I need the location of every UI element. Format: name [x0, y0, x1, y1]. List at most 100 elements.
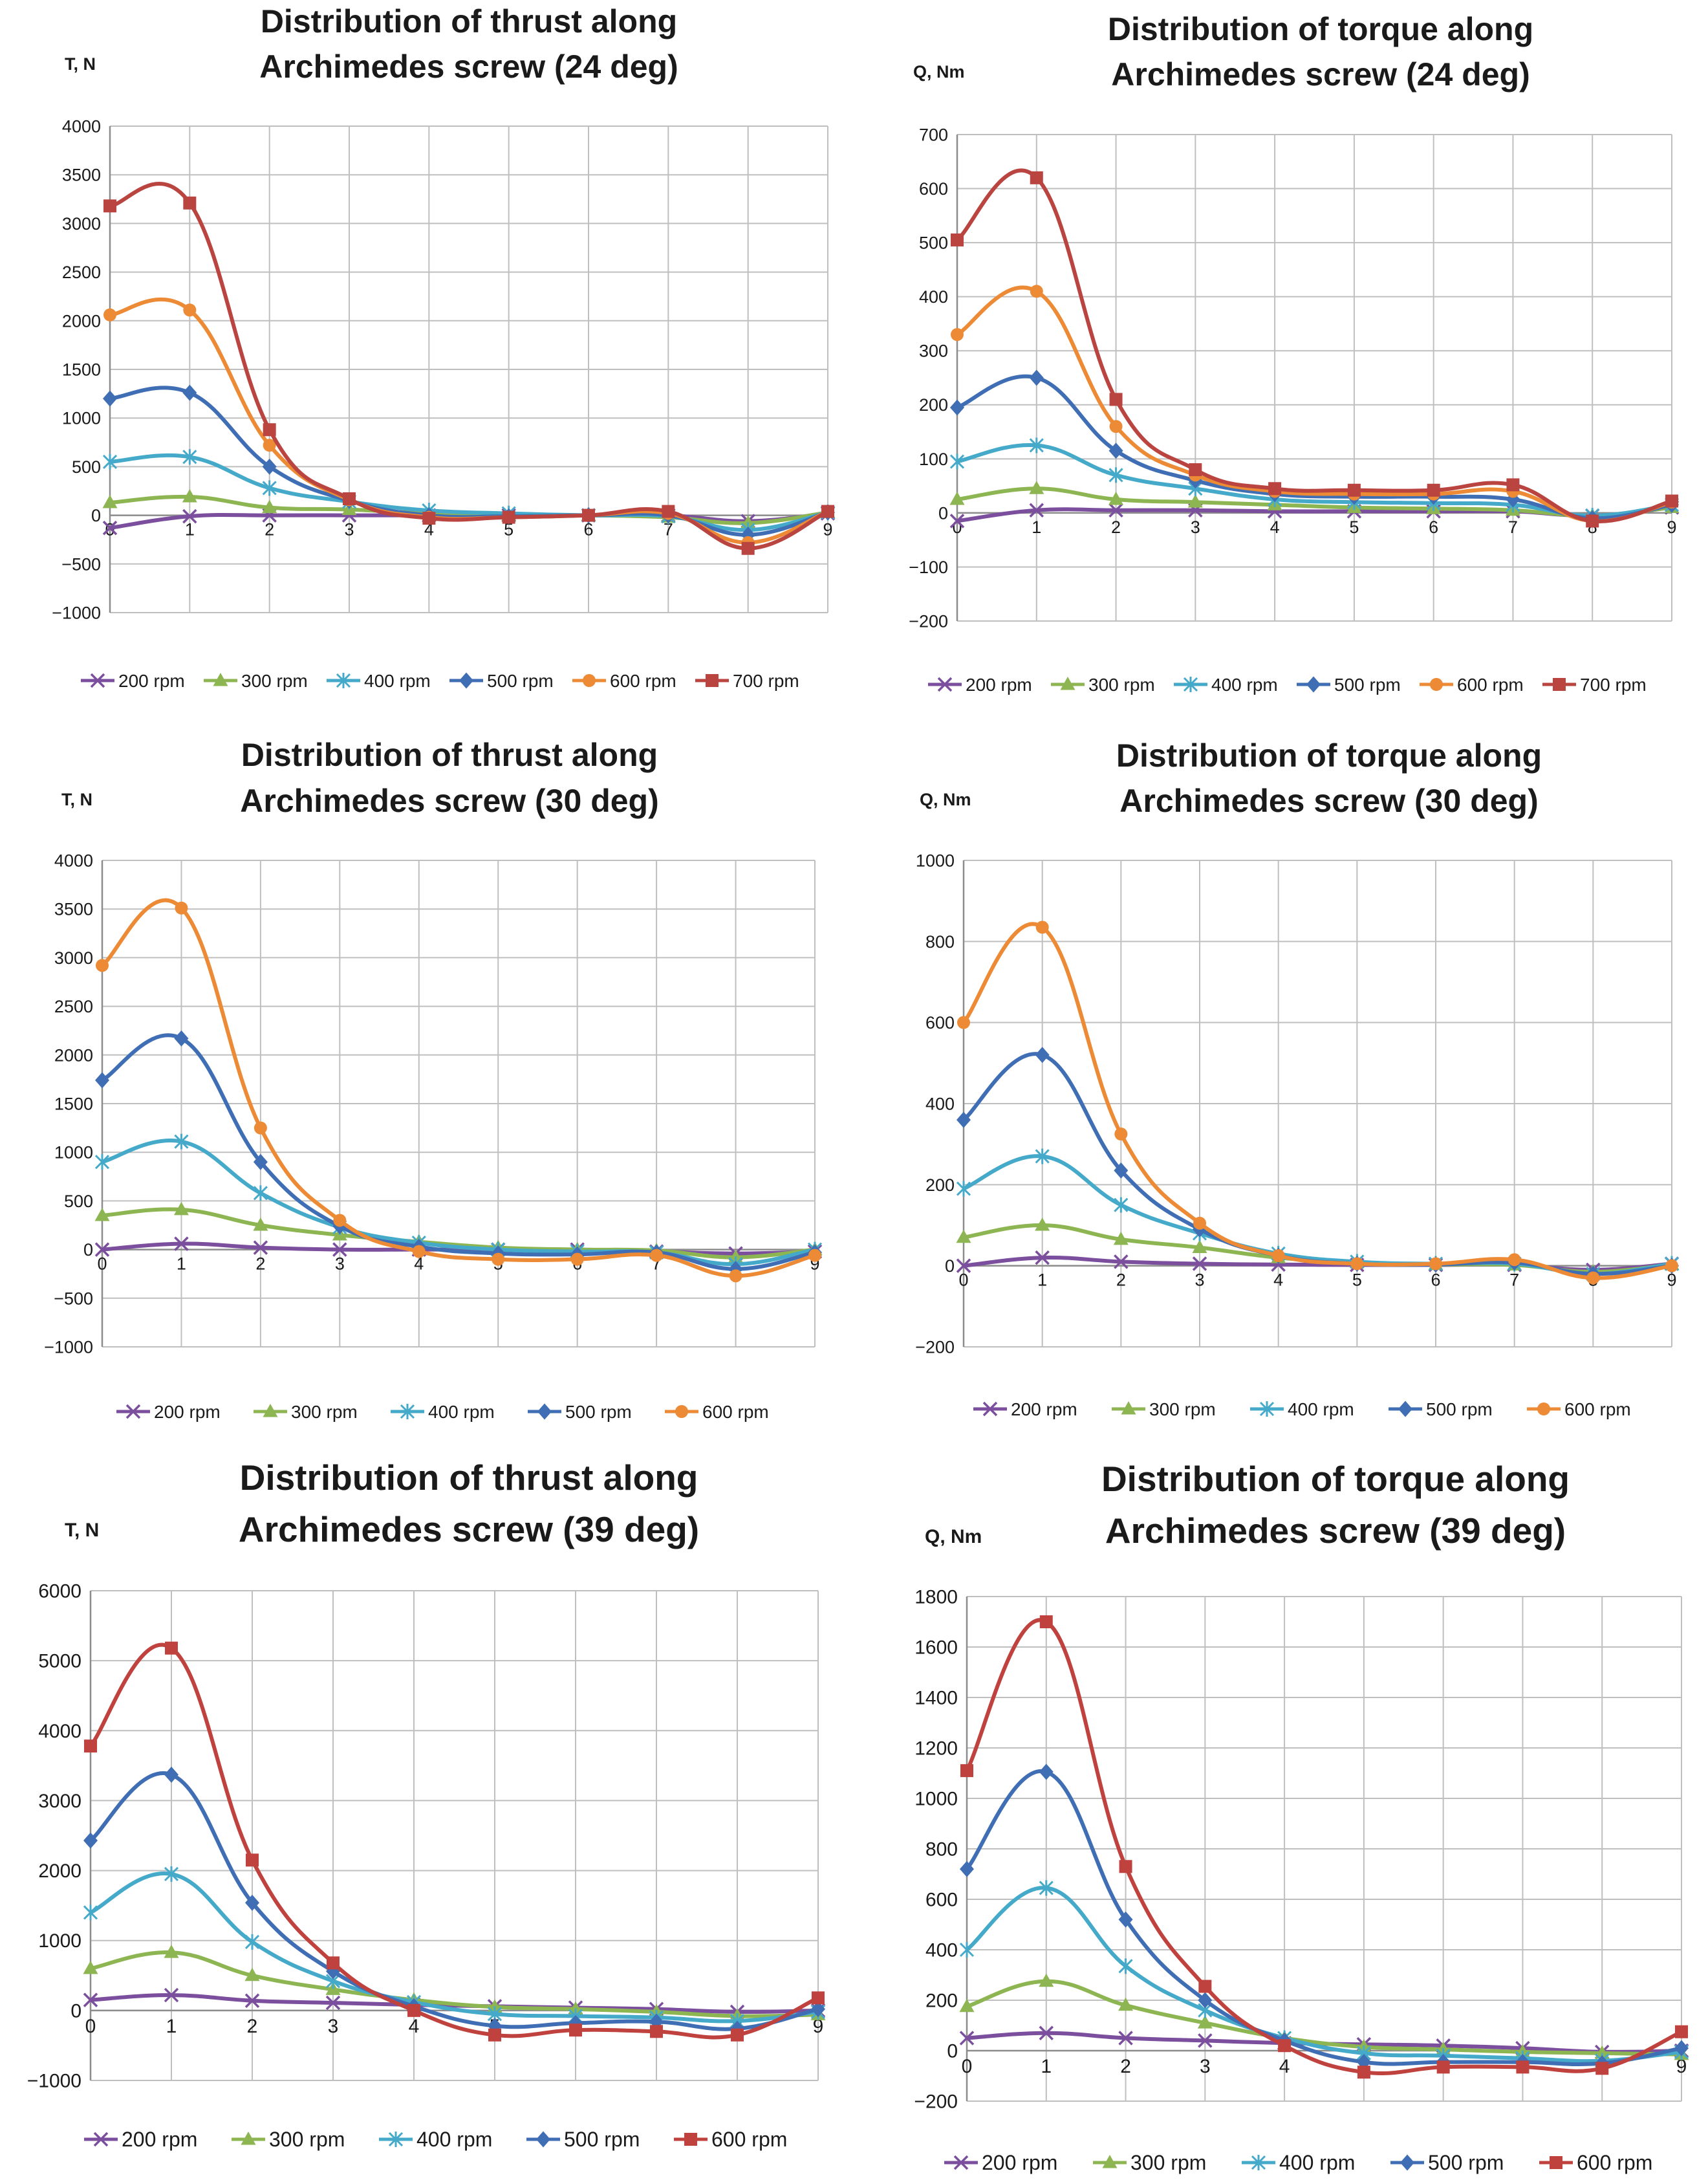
series-600-rpm [84, 1641, 825, 2042]
x-tick-label: 2 [1116, 1271, 1126, 1290]
series-600-rpm [960, 1615, 1688, 2079]
y-tick-label: 400 [925, 1094, 955, 1113]
x-tick-label: 9 [813, 2016, 824, 2037]
data-point [1595, 2062, 1609, 2075]
legend-label: 300 rpm [269, 2128, 345, 2151]
y-tick-label: 5000 [38, 1651, 81, 1672]
data-point [1108, 442, 1123, 459]
x-tick-label: 4 [1270, 518, 1280, 537]
chart-panel-4: −200020040060080010000123456789Q, NmDist… [915, 737, 1680, 1419]
data-point [1198, 1980, 1212, 1993]
legend-item: 500 rpm [449, 671, 554, 691]
series-line [109, 494, 828, 525]
legend-marker [90, 673, 105, 688]
legend-label: 400 rpm [364, 671, 431, 691]
legend-label: 400 rpm [1279, 2151, 1355, 2174]
chart-title: Archimedes screw (30 deg) [240, 783, 659, 819]
legend-item: 300 rpm [1093, 2151, 1206, 2174]
data-point [244, 1967, 260, 1981]
data-point [182, 508, 197, 524]
legend-label: 300 rpm [1088, 675, 1155, 695]
data-point [182, 489, 197, 503]
data-point [1189, 463, 1202, 477]
legend-label: 600 rpm [1564, 1399, 1631, 1419]
x-tick-label: 9 [1667, 1271, 1676, 1290]
y-tick-label: 0 [70, 2000, 81, 2022]
y-tick-label: 1200 [914, 1738, 958, 1760]
data-point [1193, 1216, 1206, 1230]
y-tick-label: 1000 [54, 1143, 93, 1162]
y-axis-label: T, N [65, 54, 96, 74]
data-point [1429, 1257, 1442, 1271]
series-line [90, 1950, 819, 2018]
chart-panel-1: −1000 −500 0 500 1000 1500 2000 2500 3000 3500 400… [52, 3, 836, 691]
legend-label: 600 rpm [711, 2128, 787, 2151]
x-tick-label: 2 [1111, 518, 1121, 537]
series-line [109, 182, 829, 551]
series-line [962, 1154, 1672, 1276]
legend: 200 rpm 300 rpm 400 rpm 500 rpm 600 rpm [84, 2128, 787, 2151]
series-line [965, 1618, 1683, 2076]
data-point [1029, 369, 1044, 386]
data-point [253, 1217, 268, 1231]
legend-label: 400 rpm [1288, 1399, 1354, 1419]
legend-label: 300 rpm [1149, 1399, 1216, 1419]
legend-item: 400 rpm [1242, 2151, 1355, 2174]
legend-item: 200 rpm [81, 671, 185, 691]
data-point [254, 1121, 267, 1135]
y-tick-label: 800 [925, 932, 955, 952]
chart-title: Distribution of thrust along [261, 3, 677, 39]
legend-label: 400 rpm [416, 2128, 492, 2151]
data-point [1665, 1259, 1678, 1272]
data-point [1114, 1162, 1129, 1179]
legend-marker [1251, 2155, 1266, 2170]
data-point [1427, 483, 1440, 497]
y-tick-label: 0 [938, 503, 948, 523]
legend-item: 200 rpm [116, 1402, 221, 1422]
x-tick-label: 1 [177, 1254, 186, 1274]
chart-title: Distribution of thrust along [241, 737, 658, 773]
legend-marker [583, 674, 596, 687]
series-line [956, 285, 1672, 523]
y-tick-label: 300 [919, 342, 948, 361]
data-point [164, 1945, 179, 1958]
x-tick-label: 4 [409, 2016, 420, 2037]
y-tick-label: 3000 [38, 1791, 81, 1812]
y-tick-label: −100 [909, 558, 948, 577]
y-tick-label: 1000 [916, 851, 955, 870]
x-tick-label: 9 [1667, 518, 1676, 537]
y-tick-label: 3500 [54, 900, 93, 919]
gridlines [957, 134, 1672, 622]
x-tick-label: 1 [1032, 518, 1041, 537]
data-point [1035, 1148, 1050, 1164]
data-point [174, 1133, 189, 1150]
legend-marker [1430, 678, 1443, 691]
legend-item: 600 rpm [665, 1402, 769, 1422]
y-tick-label: −500 [61, 554, 101, 574]
data-point [650, 2025, 663, 2038]
data-point [262, 499, 277, 514]
x-tick-label: 3 [1191, 518, 1200, 537]
data-point [102, 495, 118, 508]
data-point [1674, 2040, 1689, 2057]
data-point [407, 2003, 420, 2017]
data-point [811, 2001, 825, 2018]
legend-label: 300 rpm [1130, 2151, 1206, 2174]
data-point [1192, 1239, 1207, 1253]
data-point [174, 1236, 189, 1251]
data-point [1035, 921, 1049, 934]
gridlines [102, 860, 816, 1347]
data-point [1118, 2031, 1133, 2046]
legend-marker [953, 2155, 969, 2170]
x-tick-label: 2 [1120, 2056, 1131, 2077]
chart-title: Distribution of thrust along [240, 1457, 698, 1498]
legend-item: 500 rpm [528, 1402, 632, 1422]
data-point [253, 1153, 268, 1170]
legend-marker [1553, 678, 1566, 691]
x-tick-label: 1 [166, 2016, 177, 2037]
data-point [1035, 1217, 1050, 1231]
legend: 200 rpm 300 rpm 400 rpm 500 rpm 600 rpm 700 r… [81, 671, 799, 691]
data-point [96, 959, 109, 972]
